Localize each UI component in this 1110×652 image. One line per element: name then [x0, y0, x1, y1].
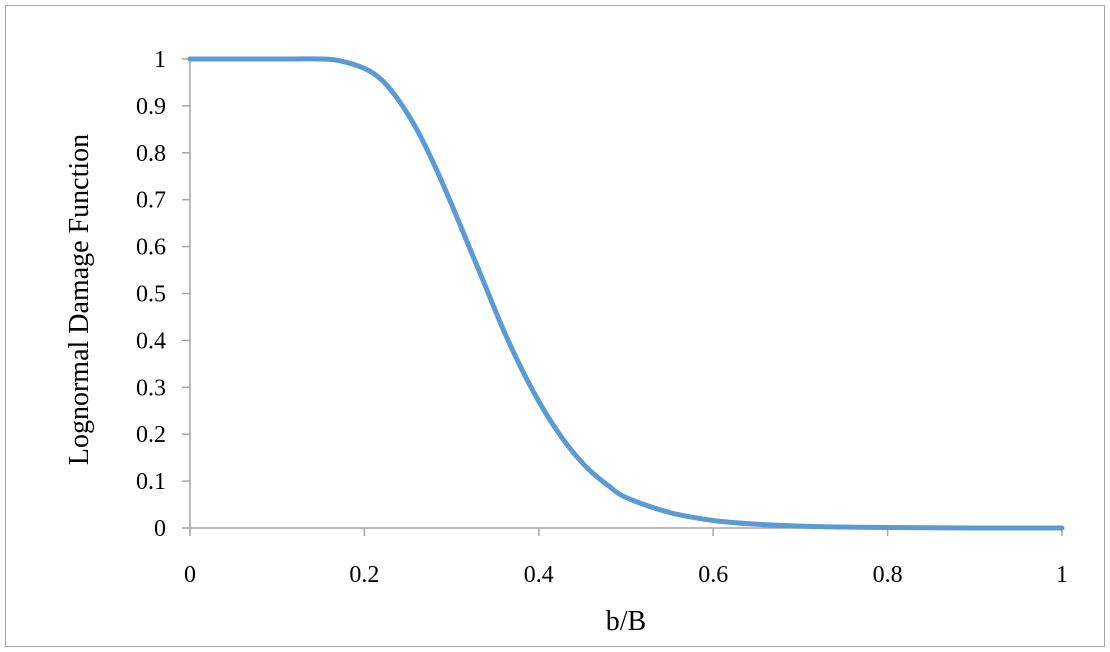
- series-layer: [187, 56, 1065, 531]
- y-tick-label: 0.1: [136, 469, 166, 495]
- series-line: [187, 56, 1065, 531]
- chart-frame: [5, 5, 1105, 647]
- y-tick-label: 0.9: [136, 94, 166, 120]
- y-tick-label: 0.7: [136, 188, 166, 214]
- y-axis-title: Lognormal Damage Function: [64, 134, 95, 465]
- y-tick-label: 0.8: [136, 141, 166, 167]
- x-tick-label: 0.6: [698, 562, 728, 588]
- x-tick-label: 0.4: [524, 562, 554, 588]
- y-tick-label: 0.3: [136, 375, 166, 401]
- labels: b/B Lognormal Damage Function: [64, 134, 646, 637]
- x-tick-label: 0.8: [873, 562, 903, 588]
- x-axis-title: b/B: [606, 606, 646, 637]
- y-tick-label: 0.4: [136, 328, 166, 354]
- y-tick-label: 0.5: [136, 282, 166, 308]
- x-tick-label: 0.2: [349, 562, 379, 588]
- axes: 0 0.1 0.2 0.3 0.4 0.5 0.6 0.7 0.8 0.9 1 0 0.2 0.4 0.6 0…: [136, 47, 1068, 588]
- y-tick-label: 0.6: [136, 235, 166, 261]
- x-tick-label: 0: [184, 562, 196, 588]
- y-tick-label: 0.2: [136, 422, 166, 448]
- x-tick-label: 1: [1056, 562, 1068, 588]
- y-tick-label: 0: [154, 516, 166, 542]
- y-tick-label: 1: [154, 47, 166, 73]
